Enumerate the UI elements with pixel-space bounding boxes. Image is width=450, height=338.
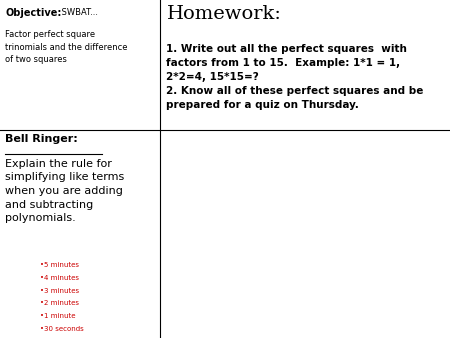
- Text: Explain the rule for
simplifying like terms
when you are adding
and subtracting
: Explain the rule for simplifying like te…: [5, 159, 125, 223]
- Text: Factor perfect square
trinomials and the difference
of two squares: Factor perfect square trinomials and the…: [5, 30, 128, 65]
- Text: •4 minutes: •4 minutes: [40, 275, 80, 281]
- Text: Homework:: Homework:: [166, 5, 281, 23]
- Text: SWBAT...: SWBAT...: [59, 8, 99, 18]
- Text: •5 minutes: •5 minutes: [40, 262, 80, 268]
- Text: •3 minutes: •3 minutes: [40, 288, 80, 294]
- Text: Bell Ringer:: Bell Ringer:: [5, 134, 78, 144]
- Text: •30 seconds: •30 seconds: [40, 326, 84, 332]
- Text: Objective:: Objective:: [5, 8, 62, 19]
- Text: •1 minute: •1 minute: [40, 313, 76, 319]
- Text: 1. Write out all the perfect squares  with
factors from 1 to 15.  Example: 1*1 =: 1. Write out all the perfect squares wit…: [166, 44, 424, 110]
- Text: •2 minutes: •2 minutes: [40, 300, 80, 307]
